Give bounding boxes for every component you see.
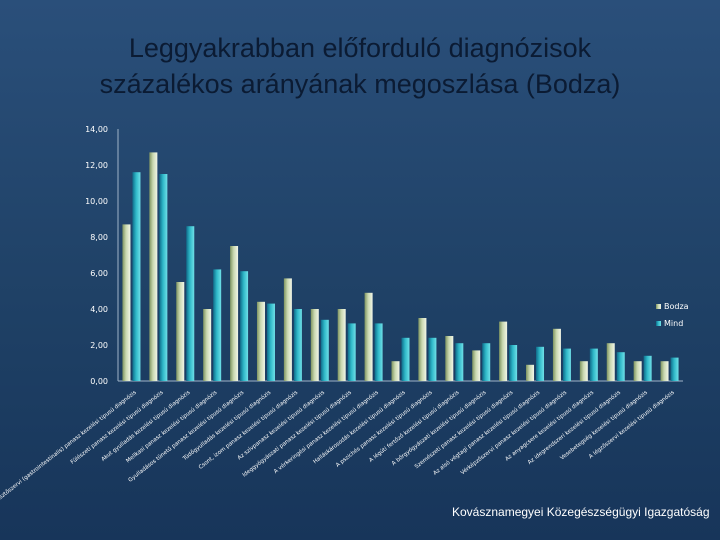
chart-title-line-1: Leggyakrabban előforduló diagnózisok [128, 33, 592, 63]
bar-mind [159, 174, 168, 381]
y-tick-label: 8,00 [90, 233, 108, 242]
y-tick-label: 0,00 [90, 377, 108, 386]
bar-bodza [283, 278, 292, 381]
bar-mind [213, 269, 222, 381]
bar-mind [132, 172, 141, 381]
bar-mind [589, 348, 598, 381]
x-tick-label: Szemészeti panasz kezelési tipusú diagnó… [413, 389, 514, 470]
bar-bodza [552, 328, 561, 381]
legend-swatch [656, 304, 661, 309]
bar-mind [266, 303, 275, 381]
x-tick-label: Csont, izom panasz kezelési tipusú diagn… [197, 389, 299, 471]
bar-bodza [391, 361, 400, 381]
y-tick-label: 6,00 [90, 269, 108, 278]
legend-label: Bodza [664, 302, 689, 311]
x-tick-label: Az idegrendszeri kezelési tipusú diagnóz… [526, 389, 622, 466]
bar-mind [320, 319, 329, 381]
bar-bodza [472, 350, 481, 381]
bar-bodza [660, 361, 669, 381]
chart-title: Leggyakrabban előforduló diagnózisok szá… [0, 30, 720, 102]
bar-mind [482, 343, 491, 381]
bar-bodza [149, 152, 158, 381]
y-tick-label: 14,00 [85, 125, 108, 134]
bar-bodza [606, 343, 615, 381]
x-tick-label: A pszichés panasz kezelési tipusú diagnó… [334, 389, 433, 469]
bar-bodza [579, 361, 588, 381]
bar-bodza [176, 282, 185, 381]
bar-mind [509, 345, 518, 381]
bar-mind [401, 337, 410, 381]
x-tick-label: Fülészeti panasz kezelési tipusú diagnóz… [69, 389, 164, 466]
bar-mind [455, 343, 464, 381]
bar-bodza [203, 309, 212, 381]
bar-mind [616, 352, 625, 381]
bar-mind [374, 323, 383, 381]
bar-bodza [310, 309, 319, 381]
x-tick-label: Halláskárosodás kezelési tipusú diagnózi… [312, 389, 407, 465]
bar-bodza [445, 336, 454, 381]
bar-bodza [337, 309, 346, 381]
y-tick-label: 12,00 [85, 161, 108, 170]
bar-mind [643, 355, 652, 381]
y-tick-label: 2,00 [90, 341, 108, 350]
bar-mind [428, 337, 437, 381]
bar-bodza [633, 361, 642, 381]
bar-mind [536, 346, 545, 381]
bar-mind [186, 226, 195, 381]
bar-bodza [499, 321, 508, 381]
bar-bodza [122, 224, 131, 381]
bar-mind [240, 271, 249, 381]
bar-mind [670, 357, 679, 381]
footer-organization: Kovásznamegyei Közegészségügyi Igazgatós… [452, 505, 710, 519]
x-tick-label: A bőrgyógyászati kezelési tipusú diagnóz… [390, 389, 487, 467]
chart-title-line-2: százalékos arányának megoszlása (Bodza) [99, 69, 621, 99]
x-tick-label: Mellkasi panasz kezelési tipusú diagnózi… [125, 389, 219, 464]
bar-bodza [364, 292, 373, 381]
legend-swatch [656, 321, 661, 326]
bar-mind [562, 348, 571, 381]
bar-bodza [526, 364, 535, 381]
y-tick-label: 10,00 [85, 197, 108, 206]
bar-mind [347, 323, 356, 381]
bar-bodza [418, 318, 427, 381]
bar-bodza [230, 246, 239, 381]
bar-bodza [256, 301, 265, 381]
y-tick-label: 4,00 [90, 305, 108, 314]
bar-mind [293, 309, 302, 381]
legend-label: Mind [664, 319, 683, 328]
